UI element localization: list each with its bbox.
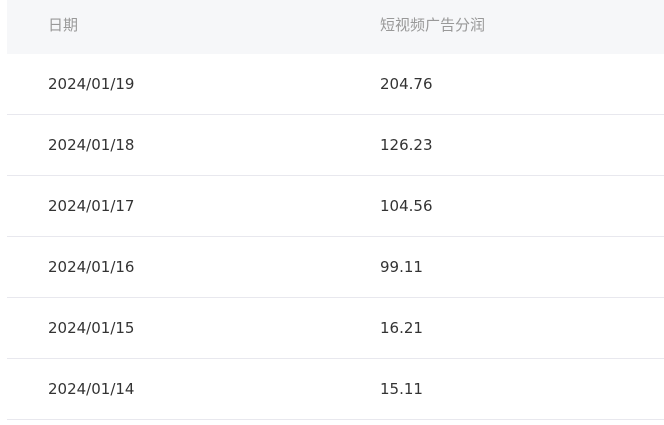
date-cell: 2024/01/14	[48, 380, 135, 398]
revenue-cell: 99.11	[380, 258, 423, 276]
date-cell: 2024/01/15	[48, 319, 135, 337]
table-body: 2024/01/19 204.76 2024/01/18 126.23 2024/01/…	[7, 54, 664, 420]
column-header-date: 日期	[48, 16, 79, 34]
table-row: 2024/01/16 99.11	[7, 237, 664, 298]
table-row: 2024/01/18 126.23	[7, 115, 664, 176]
revenue-cell: 15.11	[380, 380, 423, 398]
revenue-cell: 16.21	[380, 319, 423, 337]
table-row: 2024/01/15 16.21	[7, 298, 664, 359]
revenue-cell: 104.56	[380, 197, 433, 215]
table-row: 2024/01/19 204.76	[7, 54, 664, 115]
date-cell: 2024/01/19	[48, 75, 135, 93]
table-row: 2024/01/14 15.11	[7, 359, 664, 420]
table-header: 日期 短视频广告分润	[7, 0, 664, 54]
date-cell: 2024/01/18	[48, 136, 135, 154]
date-cell: 2024/01/17	[48, 197, 135, 215]
revenue-cell: 126.23	[380, 136, 433, 154]
column-header-revenue: 短视频广告分润	[380, 16, 486, 34]
date-cell: 2024/01/16	[48, 258, 135, 276]
revenue-table: 日期 短视频广告分润 2024/01/19 204.76 2024/01/18 126…	[7, 0, 664, 420]
table-row: 2024/01/17 104.56	[7, 176, 664, 237]
revenue-cell: 204.76	[380, 75, 433, 93]
